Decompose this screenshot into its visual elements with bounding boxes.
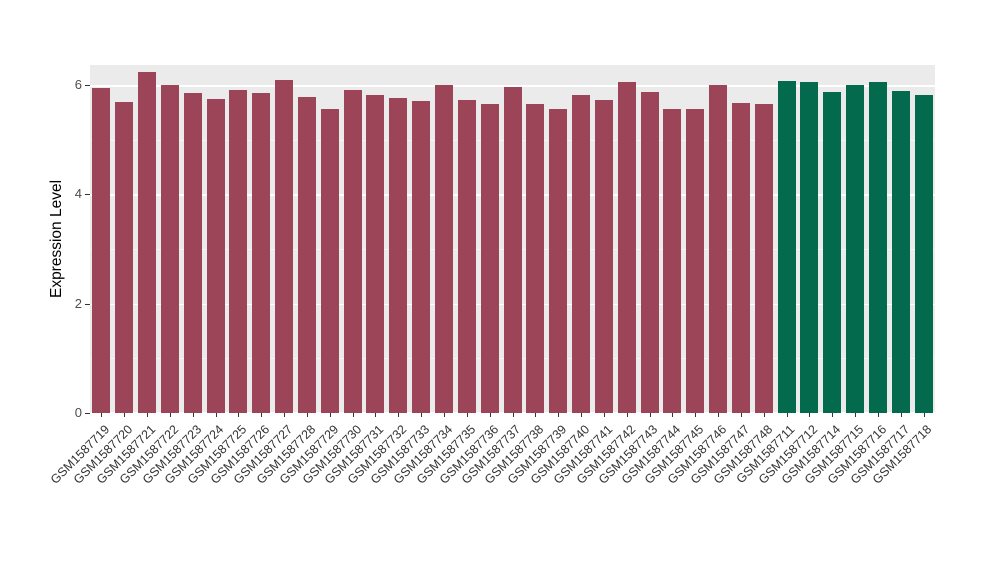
x-tick-mark <box>718 413 720 417</box>
bar <box>503 86 522 413</box>
bar <box>297 97 316 413</box>
major-gridline <box>90 85 935 87</box>
x-tick-mark <box>649 413 651 417</box>
bar <box>434 85 453 413</box>
bar <box>526 103 545 413</box>
bar <box>572 94 590 413</box>
x-tick-mark <box>329 413 331 417</box>
x-tick-mark <box>398 413 400 417</box>
bar <box>138 71 157 413</box>
x-tick-mark <box>421 413 423 417</box>
y-tick-label: 6 <box>74 77 82 93</box>
bar <box>640 91 659 413</box>
x-tick-mark <box>877 413 879 417</box>
x-tick-mark <box>306 413 308 417</box>
plot-panel <box>90 65 935 413</box>
x-tick-mark <box>558 413 560 417</box>
bar <box>823 92 842 413</box>
bar <box>914 94 933 413</box>
bar <box>457 99 476 413</box>
bar <box>754 103 773 413</box>
y-tick-label: 4 <box>74 186 82 202</box>
y-tick-label: 0 <box>74 405 82 420</box>
x-tick-mark <box>763 413 765 417</box>
bar <box>115 101 134 413</box>
x-tick-mark <box>284 413 286 417</box>
x-tick-mark <box>923 413 925 417</box>
bar <box>777 81 796 413</box>
bar <box>709 85 728 413</box>
x-tick-mark <box>466 413 468 417</box>
bar <box>868 82 887 413</box>
x-tick-mark <box>695 413 697 417</box>
bar <box>92 87 111 413</box>
x-tick-mark <box>101 413 103 417</box>
bar <box>891 90 910 413</box>
x-tick-mark <box>626 413 628 417</box>
x-tick-mark <box>786 413 788 417</box>
x-tick-mark <box>443 413 445 417</box>
bar <box>412 100 431 413</box>
y-tick-mark <box>85 85 90 87</box>
bar <box>800 82 819 413</box>
bar <box>343 89 362 413</box>
x-tick-mark <box>581 413 582 417</box>
bar <box>686 108 705 413</box>
x-tick-mark <box>147 413 149 417</box>
bar <box>617 82 636 413</box>
x-tick-mark <box>535 413 537 417</box>
bar <box>229 89 248 413</box>
bar <box>594 99 613 413</box>
bar <box>183 93 202 413</box>
x-tick-mark <box>169 413 171 417</box>
y-tick-label: 2 <box>74 295 82 311</box>
x-tick-mark <box>352 413 354 417</box>
bar <box>160 85 179 413</box>
y-tick-mark <box>85 303 90 305</box>
x-tick-mark <box>855 413 857 417</box>
bar <box>366 95 385 413</box>
bar <box>663 109 682 413</box>
bar <box>731 102 750 413</box>
bar <box>549 108 568 413</box>
bar <box>275 79 294 413</box>
x-tick-mark <box>603 413 605 417</box>
bar <box>320 108 339 413</box>
y-tick-mark <box>85 413 90 414</box>
y-tick-mark <box>85 194 90 196</box>
x-tick-mark <box>261 413 263 417</box>
x-tick-mark <box>238 413 240 417</box>
x-tick-mark <box>192 413 194 417</box>
bar <box>480 104 499 413</box>
x-tick-mark <box>375 413 377 417</box>
bar <box>252 92 271 413</box>
x-tick-mark <box>672 413 674 417</box>
x-tick-mark <box>809 413 811 417</box>
x-tick-mark <box>489 413 491 417</box>
x-tick-mark <box>900 413 902 417</box>
bar <box>389 98 408 413</box>
x-tick-mark <box>215 413 217 417</box>
x-tick-mark <box>124 413 126 417</box>
bar <box>206 98 225 413</box>
x-tick-mark <box>512 413 514 417</box>
x-tick-mark <box>832 413 834 417</box>
x-tick-mark <box>740 413 742 417</box>
bar <box>846 85 865 413</box>
x-axis-labels: GSM1587719 GSM1587720 GSM1587721 GSM1587722… <box>48 419 935 569</box>
